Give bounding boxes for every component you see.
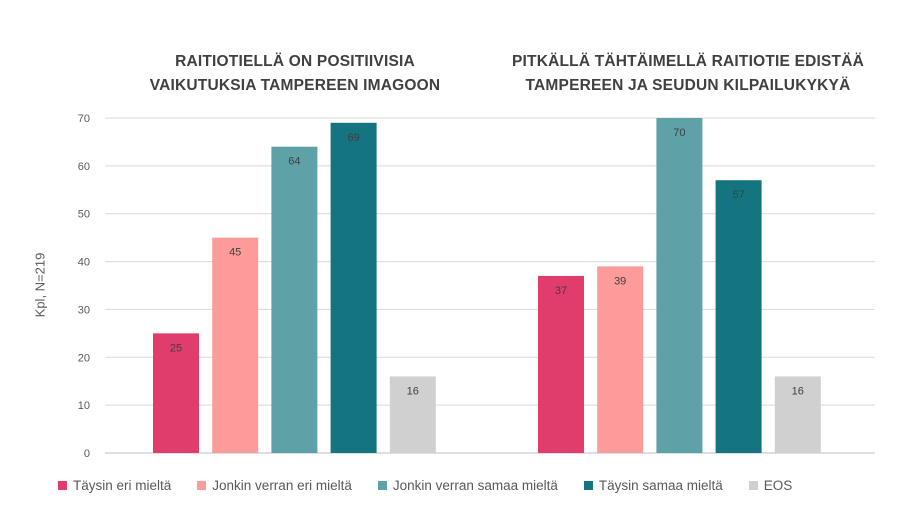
bar-g1-s1 — [153, 333, 199, 453]
legend-item-2: Jonkin verran eri mieltä — [197, 478, 352, 493]
bar-g2-s4 — [715, 180, 762, 453]
bar-chart: 0 10 20 30 40 50 60 70 25 45 64 69 16 37 39 70 57 16 — [78, 113, 875, 460]
chart-title-right-line-2: TAMPEREEN JA SEUDUN KILPAILUKYKYÄ — [525, 77, 851, 94]
data-label-g2-s5: 16 — [792, 385, 804, 397]
legend-label-1: Täysin eri mieltä — [73, 478, 172, 493]
chart-title-right-line-1: PITKÄLLÄ TÄHTÄIMELLÄ RAITIOTIE EDISTÄÄ — [511, 53, 865, 70]
data-label-g2-s4: 57 — [732, 189, 744, 201]
y-tick-label-70: 70 — [78, 113, 90, 125]
chart-title-left: RAITIOTIELLÄ ON POSITIIVISIA VAIKUTUKSIA… — [115, 50, 475, 98]
data-label-g1-s3: 64 — [288, 156, 300, 168]
y-tick-label-10: 10 — [78, 400, 90, 412]
legend-swatch-4 — [583, 481, 593, 490]
legend-label-2: Jonkin verran eri mieltä — [212, 478, 352, 493]
data-label-g1-s2: 45 — [229, 247, 241, 259]
legend-swatch-3 — [377, 481, 387, 490]
data-label-g2-s3: 70 — [673, 127, 685, 139]
bar-g1-s5 — [389, 376, 436, 453]
legend-item-4: Täysin samaa mieltä — [583, 478, 723, 493]
bar-g2-s3 — [656, 118, 703, 453]
legend-label-5: EOS — [763, 478, 793, 493]
legend-item-1: Täysin eri mieltä — [58, 478, 171, 493]
data-label-g1-s1: 25 — [170, 342, 182, 354]
legend-label-3: Jonkin verran samaa mieltä — [392, 478, 558, 493]
legend: Täysin eri mieltä Jonkin verran eri miel… — [58, 478, 818, 493]
bar-g2-s1 — [538, 275, 584, 453]
bar-g1-s3 — [271, 146, 318, 453]
data-label-g1-s5: 16 — [407, 385, 419, 397]
chart-title-left-line-1: RAITIOTIELLÄ ON POSITIIVISIA — [175, 53, 415, 70]
data-label-g1-s4: 69 — [347, 132, 359, 144]
chart-title-left-line-2: VAIKUTUKSIA TAMPEREEN IMAGOON — [149, 77, 441, 94]
legend-swatch-1 — [58, 481, 67, 490]
bar-g2-s5 — [774, 376, 821, 453]
y-tick-label-60: 60 — [78, 161, 90, 173]
data-label-g2-s2: 39 — [614, 275, 626, 287]
y-tick-label-40: 40 — [78, 257, 90, 269]
y-tick-label-30: 30 — [78, 304, 90, 316]
y-tick-label-0: 0 — [84, 448, 90, 460]
legend-item-3: Jonkin verran samaa mieltä — [377, 478, 558, 493]
y-tick-label-20: 20 — [78, 352, 90, 364]
y-tick-label-50: 50 — [78, 209, 90, 221]
legend-swatch-5 — [748, 481, 758, 490]
bar-g2-s2 — [597, 266, 644, 453]
chart-title-right: PITKÄLLÄ TÄHTÄIMELLÄ RAITIOTIE EDISTÄÄ T… — [478, 50, 898, 98]
data-label-g2-s1: 37 — [555, 285, 567, 297]
legend-swatch-2 — [197, 481, 207, 490]
bar-g1-s2 — [212, 237, 259, 453]
bar-g1-s4 — [330, 122, 377, 454]
legend-label-4: Täysin samaa mieltä — [598, 478, 723, 493]
legend-item-5: EOS — [748, 478, 793, 493]
